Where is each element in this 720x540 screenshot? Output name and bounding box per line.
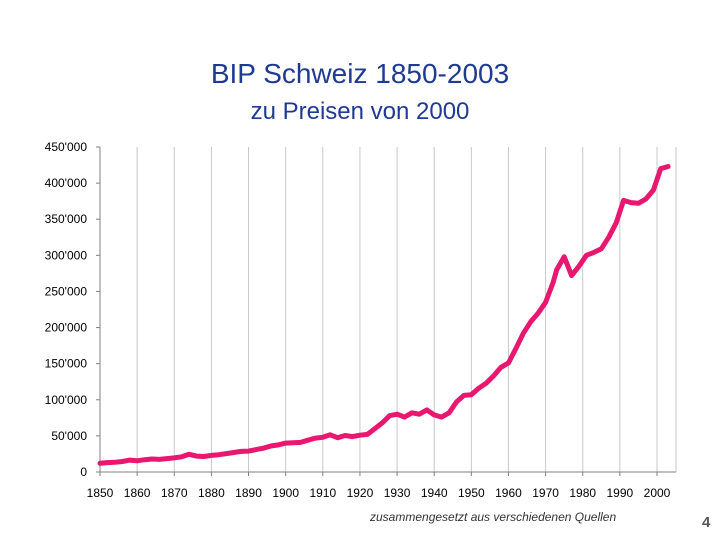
x-tick-label: 2000	[644, 486, 671, 500]
x-tick-label: 1850	[87, 486, 114, 500]
x-tick-label: 1960	[495, 486, 522, 500]
y-tick-label: 350'000	[45, 212, 88, 226]
y-tick-label: 150'000	[45, 357, 88, 371]
x-tick-label: 1890	[235, 486, 262, 500]
y-tick-label: 250'000	[45, 284, 88, 298]
x-tick-label: 1870	[161, 486, 188, 500]
series-layer	[97, 164, 671, 466]
tick-labels: 1850 1860 1870 1880 1890 1900 1910 1920 1930 1940…	[45, 140, 671, 500]
y-tick-label: 400'000	[45, 176, 88, 190]
x-tick-label: 1950	[458, 486, 485, 500]
x-tick-label: 1910	[309, 486, 336, 500]
x-tick-label: 1930	[384, 486, 411, 500]
chart-subtitle: zu Preisen von 2000	[250, 98, 470, 125]
y-tick-label: 100'000	[45, 393, 88, 407]
y-tick-label: 300'000	[45, 248, 88, 262]
gridlines	[99, 147, 677, 472]
x-tick-label: 1980	[569, 486, 596, 500]
page-number: 4	[702, 514, 711, 531]
x-tick-label: 1940	[421, 486, 448, 500]
y-tick-label: 200'000	[45, 321, 88, 335]
x-tick-label: 1860	[124, 486, 151, 500]
x-tick-label: 1990	[607, 486, 634, 500]
y-tick-label: 50'000	[51, 429, 87, 443]
y-tick-label: 450'000	[45, 140, 88, 154]
y-tick-label: 0	[80, 465, 87, 479]
series-line-bip-schweiz	[97, 164, 671, 466]
axes	[96, 146, 676, 476]
x-tick-label: 1970	[532, 486, 559, 500]
x-tick-label: 1920	[347, 486, 374, 500]
source-note: zusammengesetzt aus verschiedenen Quelle…	[370, 510, 617, 524]
x-tick-label: 1900	[272, 486, 299, 500]
x-tick-label: 1880	[198, 486, 225, 500]
chart-title: BIP Schweiz 1850-2003	[210, 58, 510, 89]
